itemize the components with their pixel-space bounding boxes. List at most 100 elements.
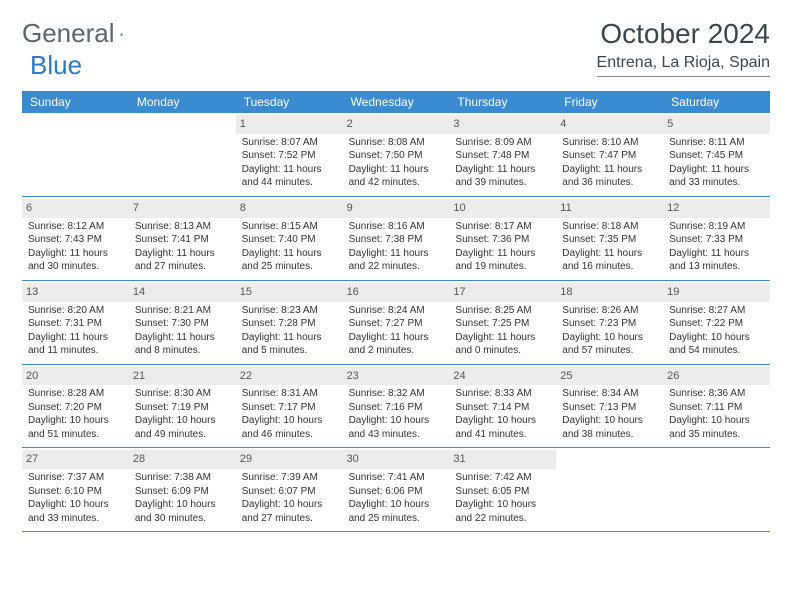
daylight-line: Daylight: 10 hours and 41 minutes. xyxy=(455,414,550,441)
sunset-line: Sunset: 6:07 PM xyxy=(242,485,337,499)
daylight-line: Daylight: 11 hours and 8 minutes. xyxy=(135,331,230,358)
day-info: Sunrise: 7:39 AMSunset: 6:07 PMDaylight:… xyxy=(242,471,337,525)
weekday-header-cell: Friday xyxy=(556,91,663,113)
day-number: 6 xyxy=(22,199,129,218)
day-number: 12 xyxy=(663,199,770,218)
calendar-day-cell: 2Sunrise: 8:08 AMSunset: 7:50 PMDaylight… xyxy=(343,113,450,196)
daylight-line: Daylight: 11 hours and 30 minutes. xyxy=(28,247,123,274)
sunset-line: Sunset: 7:33 PM xyxy=(669,233,764,247)
weekday-header-cell: Saturday xyxy=(663,91,770,113)
day-info: Sunrise: 8:18 AMSunset: 7:35 PMDaylight:… xyxy=(562,220,657,274)
sunrise-line: Sunrise: 8:20 AM xyxy=(28,304,123,318)
day-number: 14 xyxy=(129,283,236,302)
calendar-day-cell: 26Sunrise: 8:36 AMSunset: 7:11 PMDayligh… xyxy=(663,365,770,448)
day-number: 8 xyxy=(236,199,343,218)
day-number: 26 xyxy=(663,367,770,386)
day-info: Sunrise: 7:37 AMSunset: 6:10 PMDaylight:… xyxy=(28,471,123,525)
daylight-line: Daylight: 10 hours and 33 minutes. xyxy=(28,498,123,525)
day-number: 1 xyxy=(236,115,343,134)
day-number: 24 xyxy=(449,367,556,386)
sunset-line: Sunset: 7:14 PM xyxy=(455,401,550,415)
day-info: Sunrise: 8:28 AMSunset: 7:20 PMDaylight:… xyxy=(28,387,123,441)
day-info: Sunrise: 7:41 AMSunset: 6:06 PMDaylight:… xyxy=(349,471,444,525)
day-number: 25 xyxy=(556,367,663,386)
day-number: 31 xyxy=(449,450,556,469)
sunrise-line: Sunrise: 8:08 AM xyxy=(349,136,444,150)
day-info: Sunrise: 8:16 AMSunset: 7:38 PMDaylight:… xyxy=(349,220,444,274)
sunrise-line: Sunrise: 8:23 AM xyxy=(242,304,337,318)
day-info: Sunrise: 8:24 AMSunset: 7:27 PMDaylight:… xyxy=(349,304,444,358)
calendar-day-cell: 10Sunrise: 8:17 AMSunset: 7:36 PMDayligh… xyxy=(449,197,556,280)
sunset-line: Sunset: 7:13 PM xyxy=(562,401,657,415)
calendar-day-cell: 19Sunrise: 8:27 AMSunset: 7:22 PMDayligh… xyxy=(663,281,770,364)
day-info: Sunrise: 8:19 AMSunset: 7:33 PMDaylight:… xyxy=(669,220,764,274)
sunrise-line: Sunrise: 8:24 AM xyxy=(349,304,444,318)
calendar-day-cell: 30Sunrise: 7:41 AMSunset: 6:06 PMDayligh… xyxy=(343,448,450,531)
sunrise-line: Sunrise: 8:10 AM xyxy=(562,136,657,150)
header-right: October 2024 Entrena, La Rioja, Spain xyxy=(597,18,770,77)
daylight-line: Daylight: 11 hours and 22 minutes. xyxy=(349,247,444,274)
calendar-day-cell xyxy=(663,448,770,531)
sunset-line: Sunset: 7:41 PM xyxy=(135,233,230,247)
day-info: Sunrise: 8:31 AMSunset: 7:17 PMDaylight:… xyxy=(242,387,337,441)
sunset-line: Sunset: 7:36 PM xyxy=(455,233,550,247)
day-number: 22 xyxy=(236,367,343,386)
sunrise-line: Sunrise: 8:34 AM xyxy=(562,387,657,401)
daylight-line: Daylight: 11 hours and 27 minutes. xyxy=(135,247,230,274)
calendar-day-cell: 9Sunrise: 8:16 AMSunset: 7:38 PMDaylight… xyxy=(343,197,450,280)
daylight-line: Daylight: 10 hours and 43 minutes. xyxy=(349,414,444,441)
day-number: 18 xyxy=(556,283,663,302)
sunrise-line: Sunrise: 8:11 AM xyxy=(669,136,764,150)
sunset-line: Sunset: 6:05 PM xyxy=(455,485,550,499)
day-number: 17 xyxy=(449,283,556,302)
calendar-day-cell: 11 Sunrise: 8:18 AMSunset: 7:35 PMDayligh… xyxy=(556,197,663,280)
sunrise-line: Sunrise: 8:25 AM xyxy=(455,304,550,318)
day-info: Sunrise: 7:42 AMSunset: 6:05 PMDaylight:… xyxy=(455,471,550,525)
daylight-line: Daylight: 11 hours and 25 minutes. xyxy=(242,247,337,274)
sunset-line: Sunset: 6:06 PM xyxy=(349,485,444,499)
calendar-day-cell: 31 Sunrise: 7:42 AMSunset: 6:05 PMDayligh… xyxy=(449,448,556,531)
calendar-day-cell: 8Sunrise: 8:15 AMSunset: 7:40 PMDaylight… xyxy=(236,197,343,280)
sunrise-line: Sunrise: 8:26 AM xyxy=(562,304,657,318)
calendar-week: 20Sunrise: 8:28 AMSunset: 7:20 PMDayligh… xyxy=(22,365,770,449)
day-info: Sunrise: 8:20 AMSunset: 7:31 PMDaylight:… xyxy=(28,304,123,358)
day-info: Sunrise: 8:30 AMSunset: 7:19 PMDaylight:… xyxy=(135,387,230,441)
weekday-header-cell: Wednesday xyxy=(343,91,450,113)
calendar: SundayMondayTuesdayWednesdayThursdayFrid… xyxy=(22,91,770,532)
calendar-day-cell: 24Sunrise: 8:33 AMSunset: 7:14 PMDayligh… xyxy=(449,365,556,448)
sunrise-line: Sunrise: 8:13 AM xyxy=(135,220,230,234)
day-number: 3 xyxy=(449,115,556,134)
calendar-day-cell: 1 Sunrise: 8:07 AMSunset: 7:52 PMDaylight… xyxy=(236,113,343,196)
day-info: Sunrise: 8:07 AMSunset: 7:52 PMDaylight:… xyxy=(242,136,337,190)
day-number: 23 xyxy=(343,367,450,386)
header: General October 2024 Entrena, La Rioja, … xyxy=(22,18,770,77)
sunset-line: Sunset: 7:16 PM xyxy=(349,401,444,415)
sunset-line: Sunset: 7:25 PM xyxy=(455,317,550,331)
daylight-line: Daylight: 10 hours and 49 minutes. xyxy=(135,414,230,441)
sunrise-line: Sunrise: 8:30 AM xyxy=(135,387,230,401)
calendar-week: 27 Sunrise: 7:37 AMSunset: 6:10 PMDayligh… xyxy=(22,448,770,532)
calendar-day-cell: 27 Sunrise: 7:37 AMSunset: 6:10 PMDayligh… xyxy=(22,448,129,531)
calendar-day-cell: 3Sunrise: 8:09 AMSunset: 7:48 PMDaylight… xyxy=(449,113,556,196)
calendar-week: 13Sunrise: 8:20 AMSunset: 7:31 PMDayligh… xyxy=(22,281,770,365)
day-info: Sunrise: 8:11 AMSunset: 7:45 PMDaylight:… xyxy=(669,136,764,190)
sunset-line: Sunset: 7:45 PM xyxy=(669,149,764,163)
day-info: Sunrise: 8:25 AMSunset: 7:25 PMDaylight:… xyxy=(455,304,550,358)
calendar-day-cell: 4Sunrise: 8:10 AMSunset: 7:47 PMDaylight… xyxy=(556,113,663,196)
sunset-line: Sunset: 7:48 PM xyxy=(455,149,550,163)
day-number: 7 xyxy=(129,199,236,218)
sunrise-line: Sunrise: 8:12 AM xyxy=(28,220,123,234)
weekday-header: SundayMondayTuesdayWednesdayThursdayFrid… xyxy=(22,91,770,113)
day-number: 11 xyxy=(556,199,663,218)
sunrise-line: Sunrise: 7:37 AM xyxy=(28,471,123,485)
day-info: Sunrise: 8:10 AMSunset: 7:47 PMDaylight:… xyxy=(562,136,657,190)
day-info: Sunrise: 8:13 AMSunset: 7:41 PMDaylight:… xyxy=(135,220,230,274)
calendar-day-cell: 25Sunrise: 8:34 AMSunset: 7:13 PMDayligh… xyxy=(556,365,663,448)
day-number: 28 xyxy=(129,450,236,469)
day-number: 27 xyxy=(22,450,129,469)
sunset-line: Sunset: 7:20 PM xyxy=(28,401,123,415)
calendar-day-cell xyxy=(22,113,129,196)
daylight-line: Daylight: 10 hours and 57 minutes. xyxy=(562,331,657,358)
day-info: Sunrise: 8:08 AMSunset: 7:50 PMDaylight:… xyxy=(349,136,444,190)
day-info: Sunrise: 8:27 AMSunset: 7:22 PMDaylight:… xyxy=(669,304,764,358)
